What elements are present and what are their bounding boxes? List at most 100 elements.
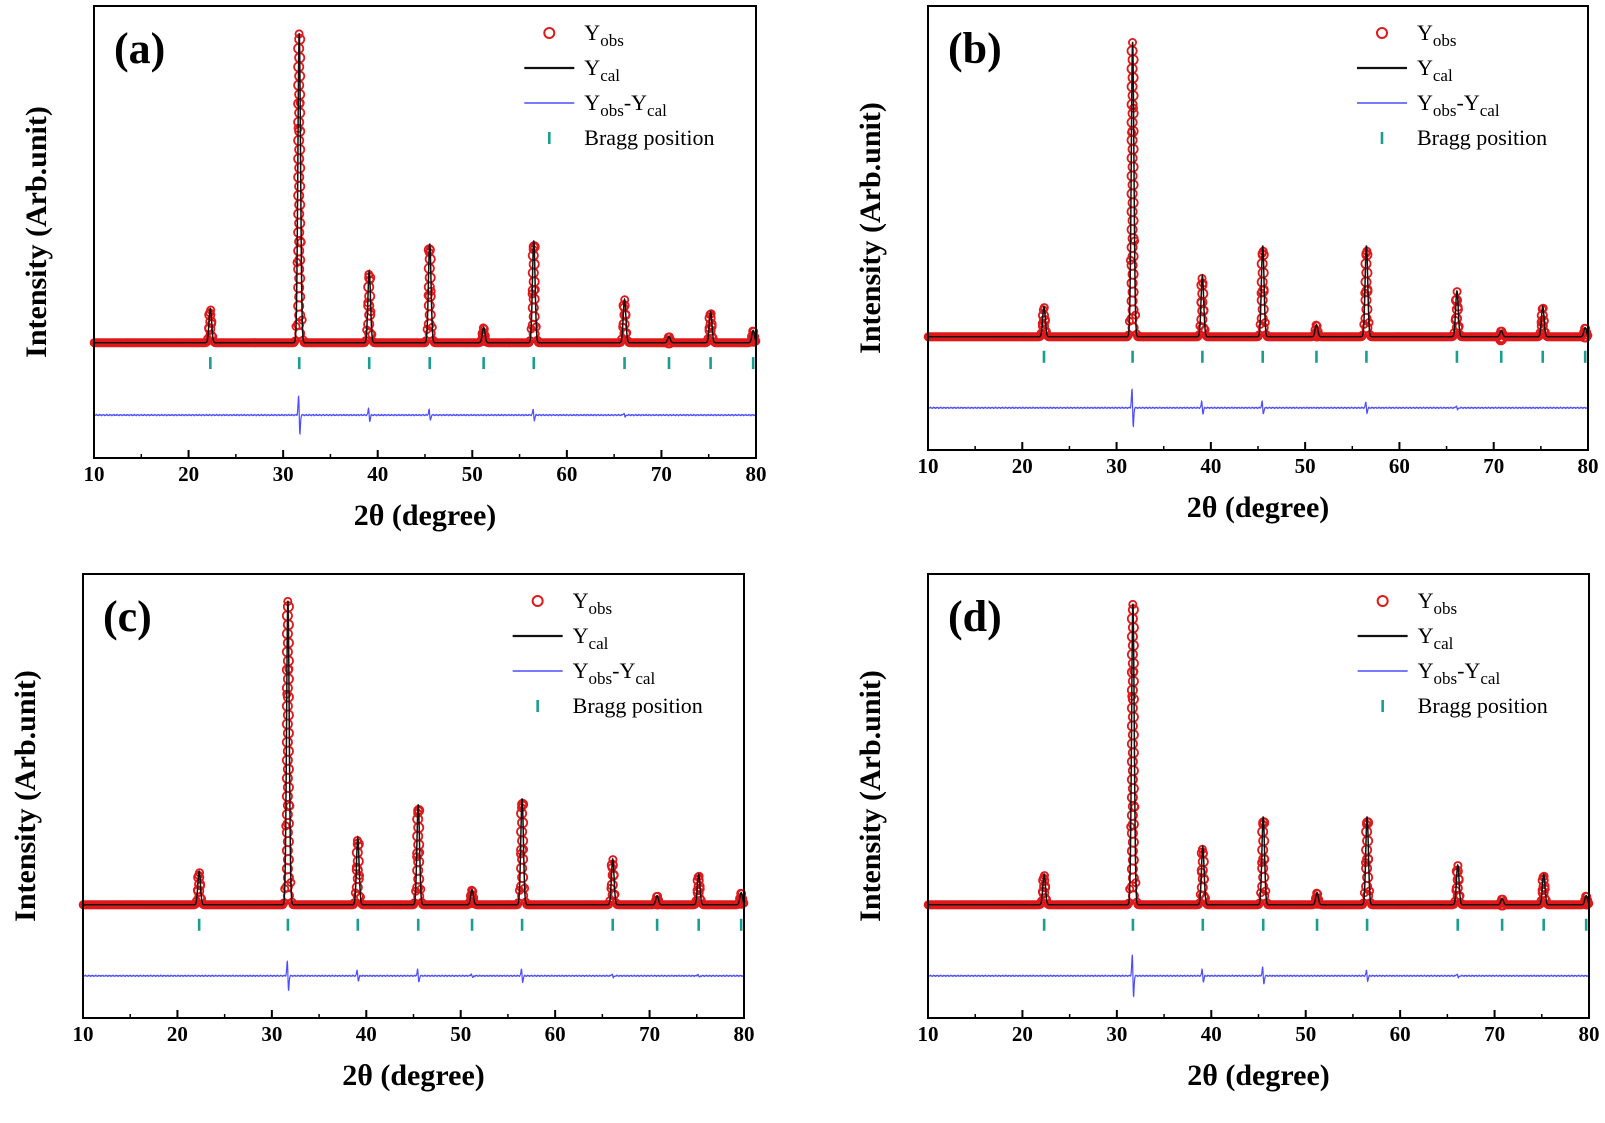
x-tick-label: 30 [1106, 454, 1127, 478]
legend-label-main: Bragg position [1417, 125, 1547, 150]
yobs-point [282, 709, 294, 721]
legend-label-sub2: cal [1480, 669, 1500, 688]
chart-panel-d: 10 20 30 40 50 60 70 80 (d) 2θ (degree) Intensity … [854, 573, 1600, 1092]
legend-entry: Ycal [1357, 55, 1453, 85]
legend-entry: Ycal [512, 623, 609, 653]
legend-label: Yobs-Ycal [1417, 90, 1500, 120]
legend-entry: Yobs-Ycal [1357, 90, 1500, 120]
legend-label-main2: -Y [1457, 90, 1480, 115]
legend-entry: Ycal [1357, 623, 1454, 653]
yobs-point [1126, 152, 1138, 164]
yobs-point [1126, 738, 1138, 750]
x-tick-label: 60 [1390, 1022, 1411, 1046]
legend-label-main: Y [584, 90, 600, 115]
yobs-point [293, 153, 305, 165]
x-tick-label: 30 [1106, 1022, 1127, 1046]
x-tick-label: 20 [167, 1022, 188, 1046]
x-tick-label: 50 [1295, 1022, 1316, 1046]
legend-label-sub: obs [600, 101, 624, 120]
legend-label-sub: obs [1433, 101, 1457, 120]
yobs-point [204, 323, 216, 335]
chart-panel-c: 10 20 30 40 50 60 70 80 (c) 2θ (degree) Intensity … [9, 573, 755, 1092]
yobs-point [1127, 215, 1139, 227]
x-tick-label: 40 [1200, 454, 1221, 478]
yobs-point [1126, 792, 1138, 804]
legend-label-main2: -Y [1457, 658, 1480, 683]
legend-entry: Yobs [531, 588, 613, 618]
bragg-positions [1042, 918, 1588, 931]
yobs-series [89, 29, 761, 349]
legend-label-main2: -Y [612, 658, 635, 683]
yobs-point [294, 144, 306, 156]
yobs-point [1451, 312, 1463, 324]
difference-line [927, 954, 1590, 998]
x-axis-title: 2θ (degree) [1187, 1059, 1330, 1092]
legend-label: Yobs [573, 588, 613, 618]
yobs-point [1127, 179, 1139, 191]
legend-label-main: Bragg position [573, 693, 703, 718]
legend-entry: Ycal [524, 55, 620, 85]
legend-label: Bragg position [584, 125, 714, 150]
y-axis-title: Intensity (Arb.unit) [854, 670, 887, 922]
yobs-point [1537, 325, 1549, 337]
legend-label-sub: obs [1433, 31, 1457, 50]
legend-entry: Yobs [1376, 588, 1457, 618]
yobs-point [293, 208, 305, 220]
yobs-point [281, 718, 293, 730]
x-tick-label: 80 [734, 1022, 755, 1046]
chart-panel-a: 10 20 30 40 50 60 70 80 (a) 2θ (degree) Intensity … [20, 5, 767, 532]
difference-line [82, 960, 745, 992]
yobs-point [293, 226, 305, 238]
legend-label: Bragg position [1417, 125, 1547, 150]
y-axis-title: Intensity (Arb.unit) [20, 106, 53, 358]
bragg-positions [1042, 350, 1587, 363]
yobs-point [293, 171, 305, 183]
yobs-point [1038, 320, 1050, 332]
x-tick-label: 50 [462, 462, 483, 486]
legend-label: Yobs [584, 20, 624, 50]
x-tick-label: 80 [1578, 454, 1599, 478]
legend-label-main: Y [584, 55, 600, 80]
legend-label-main: Bragg position [584, 125, 714, 150]
yobs-point [1310, 328, 1322, 340]
yobs-point [294, 180, 306, 192]
chart-panel-b: 10 20 30 40 50 60 70 80 (b) 2θ (degree) Intensity … [854, 5, 1599, 524]
x-tick-label: 20 [1012, 454, 1033, 478]
x-axis-title: 2θ (degree) [1187, 491, 1330, 524]
yobs-point [528, 276, 540, 288]
legend-label-sub: obs [1434, 669, 1458, 688]
yobs-point [423, 300, 435, 312]
panel-label: (a) [114, 24, 165, 73]
x-tick-label: 70 [639, 1022, 660, 1046]
legend-label-main: Y [584, 20, 600, 45]
x-tick-label: 20 [178, 462, 199, 486]
yobs-point [517, 835, 529, 847]
legend-entry: Bragg position [536, 693, 703, 718]
x-tick-label: 10 [918, 454, 939, 478]
legend-label-sub: obs [589, 599, 613, 618]
yobs-point [1536, 320, 1548, 332]
x-tick-label: 30 [273, 462, 294, 486]
yobs-point [1127, 747, 1139, 759]
legend-label-sub: cal [1434, 634, 1454, 653]
yobs-point [205, 330, 217, 342]
yobs-point [282, 727, 294, 739]
x-tick-label: 10 [73, 1022, 94, 1046]
legend-label: Bragg position [1418, 693, 1548, 718]
legend-label-main: Y [1417, 55, 1433, 80]
x-tick-label: 60 [1389, 454, 1410, 478]
legend-label-sub2: cal [647, 101, 667, 120]
x-tick-label: 70 [651, 462, 672, 486]
legend-label-sub: cal [1433, 66, 1453, 85]
legend-entry: Bragg position [1381, 693, 1548, 718]
yobs-point [1495, 334, 1507, 346]
legend-entry: Yobs [543, 20, 624, 50]
x-tick-label: 40 [367, 462, 388, 486]
legend-label-main: Y [1417, 90, 1433, 115]
panel-label: (b) [948, 24, 1002, 73]
legend-marker [531, 595, 544, 607]
x-tick-label: 10 [918, 1022, 939, 1046]
